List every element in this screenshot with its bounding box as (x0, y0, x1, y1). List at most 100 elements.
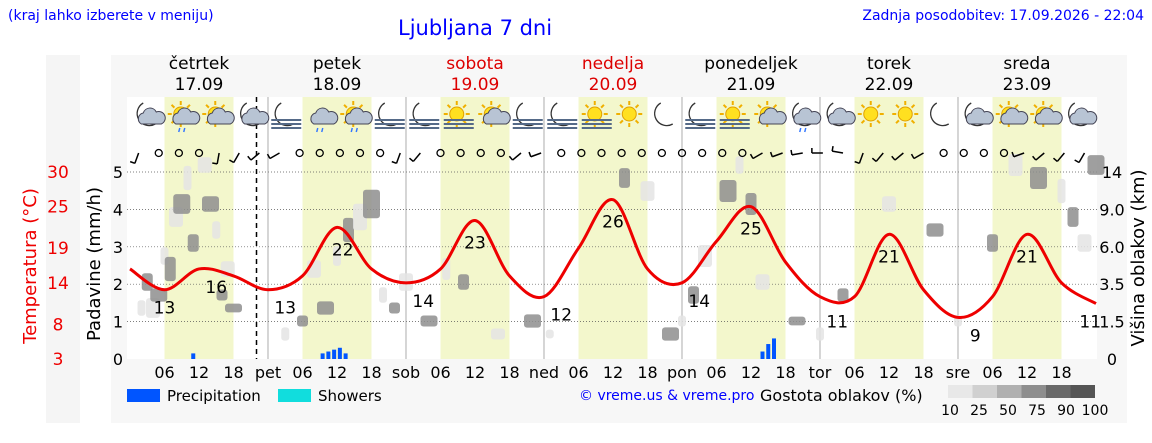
wind-barb-tick (1074, 159, 1080, 164)
cloud-cell (343, 217, 354, 243)
moon-fog-icon (271, 102, 302, 129)
sun-ray (619, 104, 624, 109)
cloud-cell (164, 256, 176, 282)
wind-barb-tick (1052, 157, 1058, 163)
sun-icon (892, 101, 919, 127)
legend-cloud-level: 100 (1082, 403, 1109, 419)
region-hint[interactable]: (kraj lahko izberete v meniju) (8, 8, 214, 24)
wind-barb-tick (790, 149, 793, 156)
cloud-cell (458, 274, 469, 290)
precip-tick: 1 (113, 313, 123, 332)
precipitation-bar (337, 347, 342, 359)
temp-tick: 19 (47, 239, 69, 259)
day-name: petek (313, 54, 361, 74)
cloud-cell (1030, 167, 1047, 189)
legend-cloud-level: 25 (970, 403, 988, 419)
moon-cloud-icon (826, 102, 856, 127)
legend-cloud-swatch (1021, 385, 1046, 398)
rain-drop (799, 127, 802, 133)
sun-ray (170, 104, 176, 109)
day-date: 23.09 (1003, 75, 1052, 95)
wind-calm (959, 148, 968, 158)
moon-cloud-icon (964, 102, 994, 127)
height-tick: 9.0 (1099, 200, 1124, 219)
cloud-shape (827, 107, 856, 125)
wind-barb-tick (854, 160, 860, 165)
hour-tick: 06 (706, 363, 726, 382)
sun-fog-icon (581, 101, 612, 129)
cloud-cell (926, 223, 944, 237)
precip-tick: 4 (113, 200, 123, 219)
wind-calm (456, 148, 465, 158)
rain-drop (321, 127, 324, 133)
sun-shape (449, 106, 465, 122)
rain-drop (183, 127, 186, 133)
wind-calm (375, 148, 385, 158)
wind-barb (269, 152, 280, 160)
day-name: sreda (1003, 54, 1050, 74)
legend-cloud-swatch (948, 385, 973, 398)
wind-barb-tick (769, 151, 773, 158)
wind-calm (174, 148, 184, 158)
wind-calm (476, 148, 485, 158)
cloud-shape (965, 107, 994, 125)
sun-shape (725, 106, 741, 122)
hour-tick: 12 (741, 363, 761, 382)
sun-fog-icon (443, 101, 474, 129)
cloud-shape (482, 107, 511, 125)
cloud-cell (420, 315, 438, 327)
wind-calm (999, 148, 1009, 158)
cloud-cell (719, 180, 737, 202)
sun-ray (895, 104, 900, 109)
precipitation-bar (343, 353, 348, 359)
legend-cloud-level: 90 (1057, 403, 1075, 419)
sun-ray (481, 104, 486, 109)
wind-barb (412, 152, 421, 162)
wind-barb (858, 152, 864, 164)
cloud-shape (1034, 107, 1063, 125)
wind-calm (677, 148, 687, 158)
day-date: 22.09 (865, 75, 914, 95)
temperature-label: 13 (274, 299, 296, 319)
moon-fog-icon (547, 102, 578, 129)
precip-tick: 2 (113, 275, 123, 294)
wind-barb (512, 152, 522, 161)
sun-ray (496, 104, 502, 109)
precip-tick: 0 (113, 350, 123, 369)
day-name: torek (867, 54, 911, 74)
temperature-line (129, 198, 1097, 319)
hour-tick: 18 (637, 363, 657, 382)
daylight-band (854, 97, 924, 359)
temperature-label: 9 (970, 326, 981, 346)
temperature-label: 26 (602, 213, 624, 233)
cloud-cell (688, 286, 699, 304)
wind-calm (718, 148, 727, 158)
sun-ray (343, 104, 348, 109)
temperature-label: 14 (688, 292, 710, 312)
wind-calm (355, 148, 365, 158)
moon-icon (654, 102, 674, 127)
sun-ray (584, 104, 590, 109)
wind-barb-tick (1011, 151, 1015, 158)
wind-barb-tick (408, 157, 414, 163)
day-abbr: ned (529, 363, 559, 382)
cloud-rain-icon (310, 107, 339, 133)
temperature-label: 21 (878, 247, 900, 267)
temperature-label: 14 (412, 292, 434, 312)
day-date: 21.09 (727, 75, 776, 95)
credit-link[interactable]: © vreme.us & vreme.pro (579, 388, 755, 404)
hour-tick: 18 (913, 363, 933, 382)
wind-barb-tick (891, 155, 896, 161)
wind-barb (250, 152, 260, 161)
cloud-cell (389, 302, 400, 314)
cloud-cell (788, 316, 806, 326)
hour-tick: 12 (603, 363, 623, 382)
day-abbr: sob (392, 363, 420, 382)
legend-showers-swatch (278, 389, 311, 402)
sun-fog-icon (719, 101, 750, 129)
cloud-cell (1087, 155, 1105, 175)
cloud-cell (1008, 154, 1023, 176)
temperature-label: 11 (826, 313, 848, 333)
wind-barb-tick (831, 146, 834, 152)
